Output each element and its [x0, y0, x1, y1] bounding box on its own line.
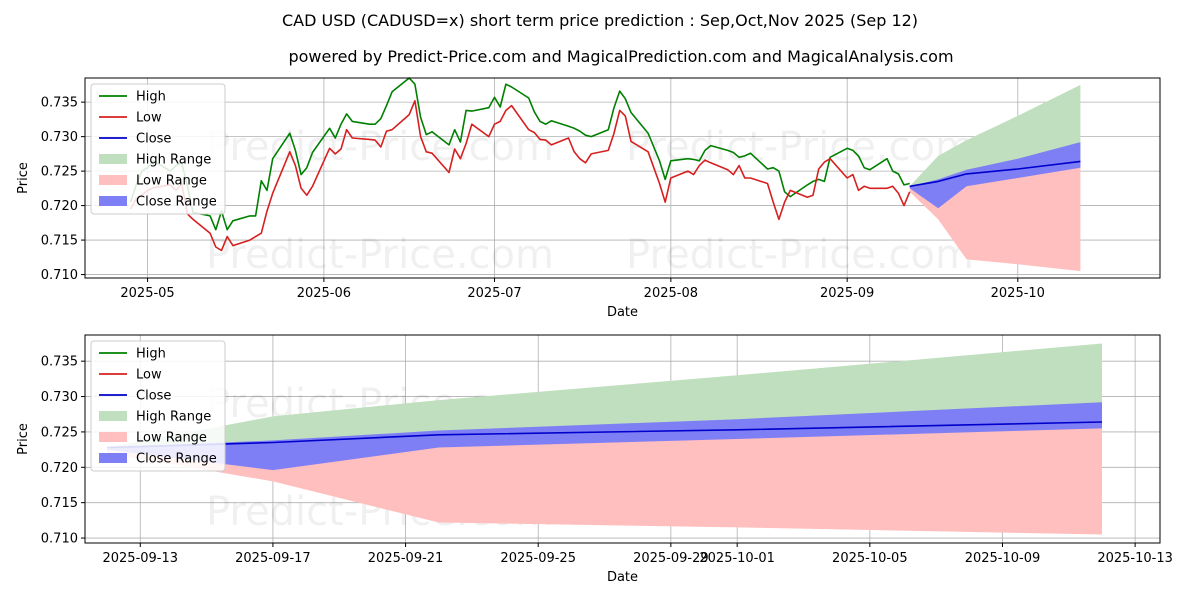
bottom-panel: Predict-Price.comPredict-Price.comPredic…	[16, 334, 1173, 585]
x-tick-label: 2025-06	[297, 286, 351, 301]
x-tick-label: 2025-05	[120, 286, 174, 301]
x-tick-label: 2025-10-05	[832, 551, 908, 566]
watermark-text: Predict-Price.com	[206, 232, 554, 278]
y-tick-label: 0.715	[41, 234, 78, 249]
y-tick-label: 0.730	[41, 130, 78, 145]
y-tick-label: 0.710	[41, 268, 78, 283]
legend-label: High	[136, 90, 166, 105]
x-tick-label: 2025-10-09	[965, 551, 1041, 566]
x-axis-label: Date	[607, 570, 638, 585]
y-tick-label: 0.735	[41, 96, 78, 111]
axes-frame	[84, 334, 1161, 544]
y-tick-label: 0.720	[41, 461, 78, 476]
legend-label: High	[136, 347, 166, 362]
chart-subtitle: powered by Predict-Price.com and Magical…	[288, 47, 953, 66]
watermark-text: Predict-Price.com	[626, 232, 974, 278]
x-tick-label: 2025-10-13	[1097, 551, 1173, 566]
legend-label: Close	[136, 389, 171, 404]
y-axis-label: Price	[16, 423, 31, 455]
x-tick-label: 2025-09-13	[102, 551, 178, 566]
legend-patch-swatch	[99, 154, 127, 164]
high-series-line	[129, 77, 910, 231]
watermark-text: Predict-Price.com	[626, 124, 974, 170]
y-tick-label: 0.735	[41, 355, 78, 370]
legend-label: Low	[136, 368, 162, 383]
x-tick-label: 2025-09-25	[500, 551, 576, 566]
close-range-band	[107, 402, 1103, 471]
close-series-line	[909, 160, 1081, 188]
chart-title: CAD USD (CADUSD=x) short term price pred…	[282, 11, 918, 30]
legend-label: Low	[136, 111, 162, 126]
x-tick-label: 2025-09-29	[633, 551, 709, 566]
x-tick-label: 2025-09-17	[235, 551, 311, 566]
x-tick-label: 2025-09	[820, 286, 874, 301]
legend-label: Close	[136, 132, 171, 147]
x-tick-label: 2025-09-21	[368, 551, 444, 566]
legend-patch-swatch	[99, 432, 127, 442]
axes-frame	[84, 77, 1161, 279]
y-axis-label: Price	[16, 162, 31, 194]
y-tick-label: 0.725	[41, 165, 78, 180]
legend-label: Close Range	[136, 452, 217, 467]
close-range-band	[909, 142, 1081, 209]
y-tick-label: 0.730	[41, 390, 78, 405]
legend-label: Close Range	[136, 195, 217, 210]
x-tick-label: 2025-07	[467, 286, 521, 301]
legend-patch-swatch	[99, 196, 127, 206]
y-tick-label: 0.710	[41, 532, 78, 547]
legend-patch-swatch	[99, 453, 127, 463]
x-tick-label: 2025-10	[991, 286, 1045, 301]
legend-patch-swatch	[99, 411, 127, 421]
legend-patch-swatch	[99, 175, 127, 185]
legend-label: High Range	[136, 153, 211, 168]
y-tick-label: 0.720	[41, 199, 78, 214]
top-panel: Predict-Price.com Predict-Price.com Predic…	[16, 77, 1161, 320]
x-tick-label: 2025-10-01	[699, 551, 775, 566]
legend-label: Low Range	[136, 174, 207, 189]
low-series-line	[129, 100, 911, 252]
x-tick-label: 2025-08	[644, 286, 698, 301]
legend-label: High Range	[136, 410, 211, 425]
x-axis-label: Date	[607, 305, 638, 320]
y-tick-label: 0.715	[41, 496, 78, 511]
legend-label: Low Range	[136, 431, 207, 446]
y-tick-label: 0.725	[41, 425, 78, 440]
